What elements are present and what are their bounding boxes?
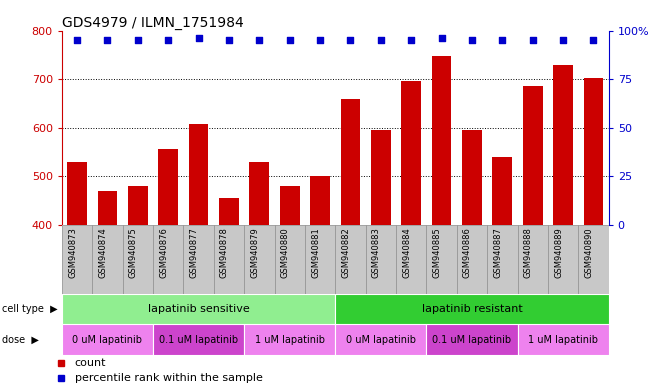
Bar bbox=[457, 225, 487, 294]
Text: GSM940877: GSM940877 bbox=[189, 227, 199, 278]
Bar bbox=[189, 124, 208, 384]
Bar bbox=[553, 65, 573, 384]
Point bbox=[406, 37, 417, 43]
Bar bbox=[371, 130, 391, 384]
Text: 0 uM lapatinib: 0 uM lapatinib bbox=[346, 335, 416, 345]
Bar bbox=[249, 162, 270, 384]
Bar bbox=[62, 225, 92, 294]
Point bbox=[193, 35, 204, 41]
Bar bbox=[305, 225, 335, 294]
Point bbox=[436, 35, 447, 41]
Bar bbox=[518, 225, 548, 294]
Bar bbox=[311, 176, 330, 384]
Text: GSM940880: GSM940880 bbox=[281, 227, 290, 278]
Text: GSM940885: GSM940885 bbox=[433, 227, 441, 278]
Bar bbox=[578, 225, 609, 294]
Bar bbox=[244, 324, 335, 355]
Point bbox=[224, 37, 234, 43]
Bar bbox=[335, 294, 609, 324]
Bar bbox=[396, 225, 426, 294]
Bar bbox=[492, 157, 512, 384]
Bar bbox=[67, 162, 87, 384]
Bar bbox=[401, 81, 421, 384]
Bar bbox=[462, 130, 482, 384]
Bar bbox=[426, 225, 457, 294]
Text: GSM940879: GSM940879 bbox=[251, 227, 259, 278]
Bar bbox=[366, 225, 396, 294]
Bar bbox=[244, 225, 275, 294]
Point bbox=[467, 37, 477, 43]
Text: count: count bbox=[75, 358, 106, 368]
Text: percentile rank within the sample: percentile rank within the sample bbox=[75, 372, 262, 383]
Text: GSM940887: GSM940887 bbox=[493, 227, 503, 278]
Text: 1 uM lapatinib: 1 uM lapatinib bbox=[528, 335, 598, 345]
Bar bbox=[432, 56, 452, 384]
Bar bbox=[583, 78, 603, 384]
Point bbox=[284, 37, 295, 43]
Bar bbox=[275, 225, 305, 294]
Bar bbox=[92, 225, 122, 294]
Bar bbox=[128, 186, 148, 384]
Point bbox=[345, 37, 355, 43]
Point bbox=[315, 37, 326, 43]
Text: GSM940881: GSM940881 bbox=[311, 227, 320, 278]
Text: GSM940874: GSM940874 bbox=[98, 227, 107, 278]
Text: dose  ▶: dose ▶ bbox=[2, 335, 39, 345]
Bar bbox=[335, 324, 426, 355]
Point bbox=[558, 37, 568, 43]
Text: 0 uM lapatinib: 0 uM lapatinib bbox=[72, 335, 143, 345]
Text: GSM940878: GSM940878 bbox=[220, 227, 229, 278]
Bar bbox=[214, 225, 244, 294]
Text: cell type  ▶: cell type ▶ bbox=[2, 304, 57, 314]
Bar bbox=[219, 198, 239, 384]
Bar bbox=[62, 294, 335, 324]
Bar bbox=[335, 225, 366, 294]
Text: GSM940890: GSM940890 bbox=[585, 227, 594, 278]
Bar bbox=[280, 186, 299, 384]
Text: GSM940888: GSM940888 bbox=[524, 227, 533, 278]
Bar bbox=[62, 324, 153, 355]
Bar bbox=[340, 99, 361, 384]
Point bbox=[102, 37, 113, 43]
Point bbox=[254, 37, 264, 43]
Text: lapatinib resistant: lapatinib resistant bbox=[422, 304, 522, 314]
Bar bbox=[184, 225, 214, 294]
Text: GSM940876: GSM940876 bbox=[159, 227, 168, 278]
Point bbox=[376, 37, 386, 43]
Point bbox=[497, 37, 508, 43]
Bar bbox=[153, 324, 244, 355]
Bar bbox=[153, 225, 184, 294]
Point bbox=[589, 37, 599, 43]
Text: GSM940873: GSM940873 bbox=[68, 227, 77, 278]
Text: GSM940884: GSM940884 bbox=[402, 227, 411, 278]
Text: lapatinib sensitive: lapatinib sensitive bbox=[148, 304, 249, 314]
Text: GSM940883: GSM940883 bbox=[372, 227, 381, 278]
Text: 0.1 uM lapatinib: 0.1 uM lapatinib bbox=[159, 335, 238, 345]
Bar bbox=[98, 191, 117, 384]
Text: GSM940882: GSM940882 bbox=[342, 227, 350, 278]
Point bbox=[72, 37, 82, 43]
Point bbox=[133, 37, 143, 43]
Text: 1 uM lapatinib: 1 uM lapatinib bbox=[255, 335, 325, 345]
Point bbox=[163, 37, 173, 43]
Bar bbox=[548, 225, 578, 294]
Text: GSM940889: GSM940889 bbox=[554, 227, 563, 278]
Text: GDS4979 / ILMN_1751984: GDS4979 / ILMN_1751984 bbox=[62, 16, 243, 30]
Bar bbox=[523, 86, 542, 384]
Text: 0.1 uM lapatinib: 0.1 uM lapatinib bbox=[432, 335, 512, 345]
Bar bbox=[518, 324, 609, 355]
Bar bbox=[122, 225, 153, 294]
Bar bbox=[158, 149, 178, 384]
Bar bbox=[426, 324, 518, 355]
Point bbox=[527, 37, 538, 43]
Text: GSM940875: GSM940875 bbox=[129, 227, 138, 278]
Bar bbox=[487, 225, 518, 294]
Text: GSM940886: GSM940886 bbox=[463, 227, 472, 278]
